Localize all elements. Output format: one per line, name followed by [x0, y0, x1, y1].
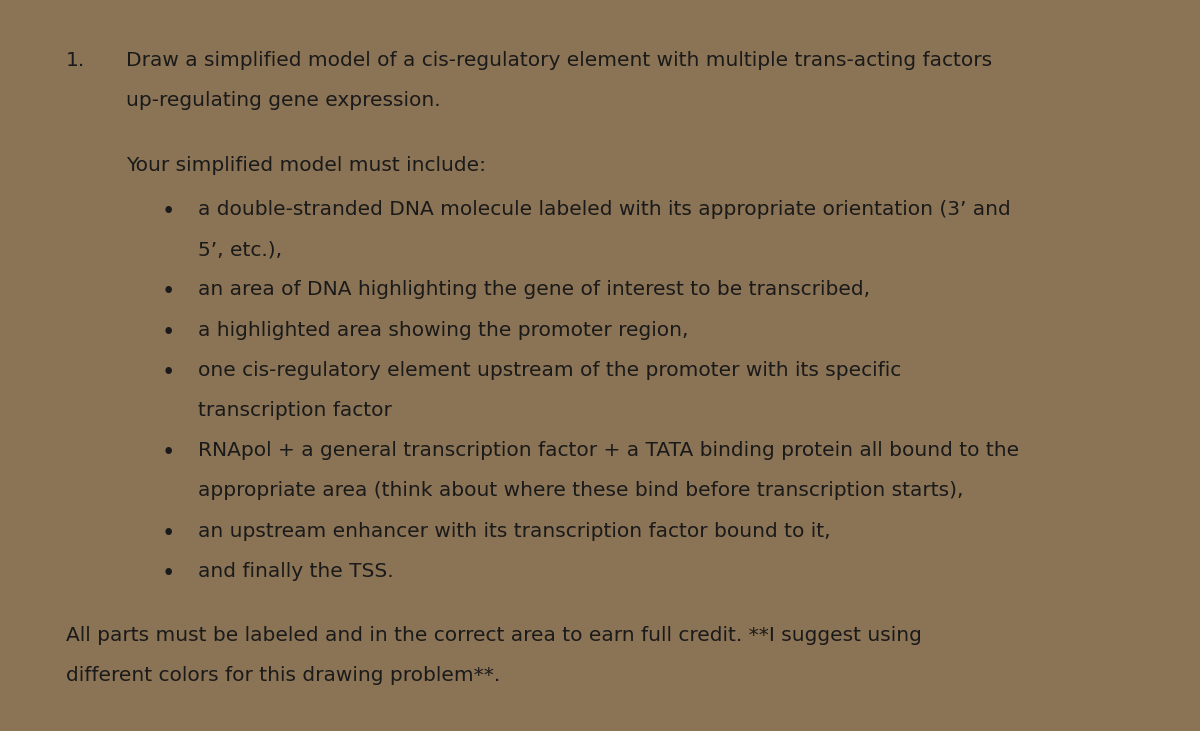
Text: •: •	[162, 442, 175, 464]
Text: appropriate area (think about where these bind before transcription starts),: appropriate area (think about where thes…	[198, 482, 964, 500]
Text: a double-stranded DNA molecule labeled with its appropriate orientation (3’ and: a double-stranded DNA molecule labeled w…	[198, 200, 1010, 219]
Text: a highlighted area showing the promoter region,: a highlighted area showing the promoter …	[198, 321, 689, 339]
Text: an upstream enhancer with its transcription factor bound to it,: an upstream enhancer with its transcript…	[198, 522, 830, 540]
Text: transcription factor: transcription factor	[198, 401, 392, 420]
Text: •: •	[162, 321, 175, 344]
Text: an area of DNA highlighting the gene of interest to be transcribed,: an area of DNA highlighting the gene of …	[198, 281, 870, 299]
Text: •: •	[162, 361, 175, 384]
Text: and finally the TSS.: and finally the TSS.	[198, 562, 394, 580]
Text: 5’, etc.),: 5’, etc.),	[198, 240, 282, 259]
Text: one cis-regulatory element upstream of the promoter with its specific: one cis-regulatory element upstream of t…	[198, 361, 901, 379]
Text: •: •	[162, 522, 175, 545]
Text: •: •	[162, 562, 175, 585]
Text: Your simplified model must include:: Your simplified model must include:	[126, 156, 486, 175]
Text: •: •	[162, 200, 175, 223]
Text: Draw a simplified model of a cis-regulatory element with multiple trans-acting f: Draw a simplified model of a cis-regulat…	[126, 51, 992, 70]
Text: All parts must be labeled and in the correct area to earn full credit. **I sugge: All parts must be labeled and in the cor…	[66, 626, 922, 645]
Text: up-regulating gene expression.: up-regulating gene expression.	[126, 91, 440, 110]
Text: different colors for this drawing problem**.: different colors for this drawing proble…	[66, 667, 500, 685]
Text: 1.: 1.	[66, 51, 85, 70]
Text: •: •	[162, 281, 175, 303]
Text: RNApol + a general transcription factor + a TATA binding protein all bound to th: RNApol + a general transcription factor …	[198, 442, 1019, 460]
